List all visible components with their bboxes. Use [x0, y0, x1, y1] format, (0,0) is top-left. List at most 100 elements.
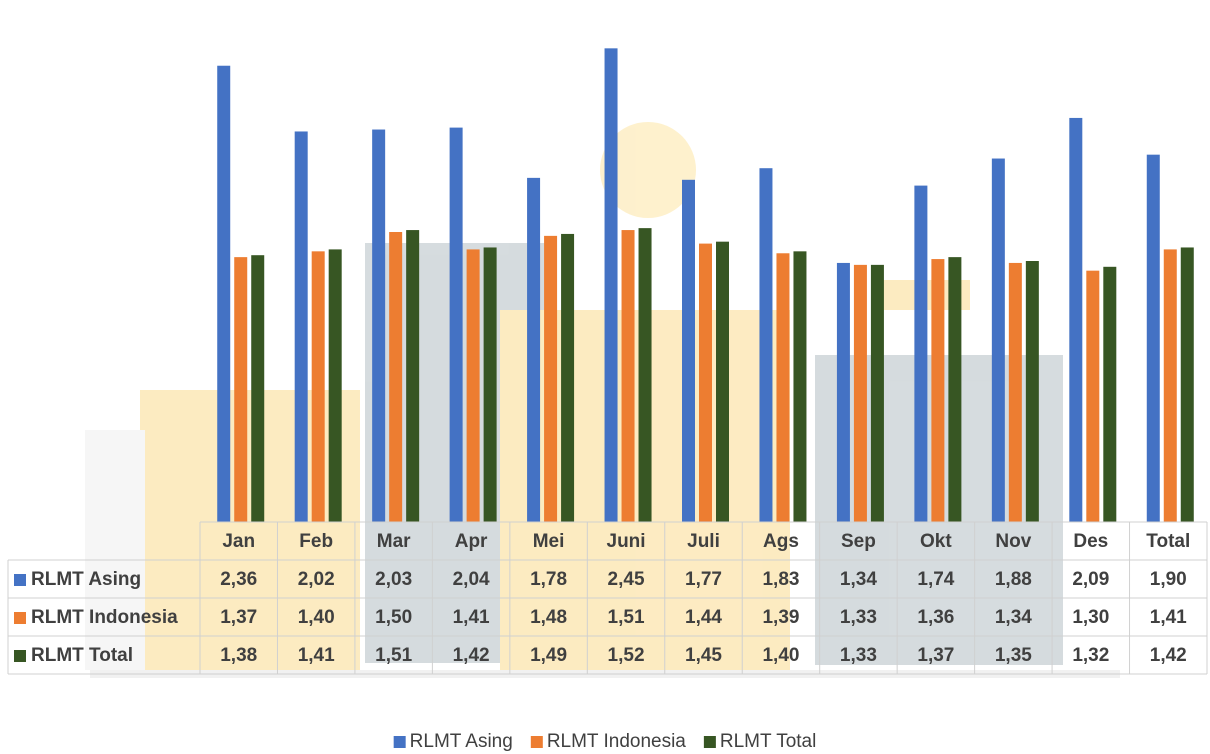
- legend-label: RLMT Total: [720, 731, 816, 752]
- value-label: 2,36: [220, 569, 257, 590]
- legend-key: [14, 612, 26, 624]
- category-label: Mei: [533, 531, 565, 552]
- category-label: Juli: [687, 531, 720, 552]
- bar: [853, 264, 867, 522]
- category-label: Okt: [920, 531, 952, 552]
- category-label: Nov: [995, 531, 1031, 552]
- legend-label: RLMT Indonesia: [547, 731, 686, 752]
- bar: [836, 262, 850, 522]
- category-label: Des: [1073, 531, 1108, 552]
- value-label: 1,52: [608, 645, 645, 666]
- value-label: 1,48: [530, 607, 567, 628]
- category-label: Apr: [455, 531, 488, 552]
- value-label: 1,30: [1072, 607, 1109, 628]
- value-label: 2,45: [608, 569, 645, 590]
- bar: [561, 233, 575, 522]
- value-label: 1,88: [995, 569, 1032, 590]
- bar: [234, 257, 248, 522]
- category-label: Feb: [299, 531, 333, 552]
- value-label: 1,50: [375, 607, 412, 628]
- bar: [948, 257, 962, 522]
- legend-key: [530, 736, 543, 748]
- bar: [1180, 247, 1194, 522]
- value-label: 1,34: [840, 569, 877, 590]
- bar: [483, 247, 497, 522]
- bar: [638, 228, 652, 522]
- bar: [776, 253, 790, 522]
- bar: [294, 131, 308, 522]
- bar: [544, 235, 558, 522]
- value-label: 1,39: [762, 607, 799, 628]
- series-label: RLMT Total: [31, 645, 133, 666]
- value-label: 1,44: [685, 607, 722, 628]
- value-label: 1,41: [453, 607, 490, 628]
- value-label: 1,38: [220, 645, 257, 666]
- bar: [1025, 261, 1039, 522]
- series-label: RLMT Indonesia: [31, 607, 178, 628]
- value-label: 1,33: [840, 645, 877, 666]
- bar: [991, 158, 1005, 523]
- legend-items: RLMT Asing RLMT Indonesia RLMT Total: [393, 731, 816, 752]
- bar: [1008, 262, 1022, 522]
- value-label: 1,42: [453, 645, 490, 666]
- bar: [621, 230, 635, 523]
- value-label: 1,33: [840, 607, 877, 628]
- bar: [527, 177, 541, 522]
- bar: [389, 232, 403, 522]
- bar: [759, 168, 773, 522]
- bar: [604, 48, 618, 522]
- value-label: 1,77: [685, 569, 722, 590]
- bar: [682, 179, 695, 523]
- value-label: 1,37: [220, 607, 257, 628]
- bar: [793, 251, 807, 523]
- bar: [217, 65, 231, 522]
- bar: [1146, 154, 1160, 522]
- bar: [1069, 117, 1083, 522]
- bar: [372, 129, 386, 523]
- value-label: 2,03: [375, 569, 412, 590]
- value-label: 1,40: [298, 607, 335, 628]
- bar: [716, 241, 729, 522]
- bar: [311, 251, 325, 523]
- legend-key: [14, 650, 26, 662]
- bar: [466, 249, 480, 522]
- category-label: Mar: [377, 531, 411, 552]
- value-label: 1,42: [1150, 645, 1187, 666]
- bar: [406, 230, 420, 523]
- legend-key: [14, 574, 26, 586]
- legend: RLMT Asing RLMT Indonesia RLMT Total: [393, 731, 816, 752]
- bar: [1103, 266, 1117, 522]
- data-table: Jan Feb Mar Apr Mei Juni Juli Ags Sep Okt Nov Des To…: [7, 521, 1208, 675]
- category-label: Juni: [607, 531, 646, 552]
- value-label: 1,83: [762, 569, 799, 590]
- legend-key: [393, 736, 406, 748]
- bar: [449, 127, 463, 522]
- bars: [217, 48, 1194, 523]
- bar: [1086, 270, 1100, 522]
- value-label: 2,02: [298, 569, 335, 590]
- value-label: 1,32: [1072, 645, 1109, 666]
- legend-label: RLMT Asing: [410, 731, 513, 752]
- bar: [870, 264, 884, 522]
- bar: [931, 259, 945, 522]
- category-label: Jan: [222, 531, 255, 552]
- value-label: 1,35: [995, 645, 1032, 666]
- value-label: 1,37: [917, 645, 954, 666]
- value-label: 1,51: [375, 645, 412, 666]
- value-label: 1,45: [685, 645, 722, 666]
- value-label: 1,34: [995, 607, 1032, 628]
- bar: [251, 255, 265, 522]
- bar: [328, 249, 342, 522]
- value-label: 2,09: [1072, 569, 1109, 590]
- series-label: RLMT Asing: [31, 569, 141, 590]
- legend-key: [703, 736, 716, 748]
- value-label: 1,51: [608, 607, 645, 628]
- value-label: 1,41: [1150, 607, 1187, 628]
- value-label: 1,40: [762, 645, 799, 666]
- category-label: Total: [1146, 531, 1190, 552]
- value-label: 1,90: [1150, 569, 1187, 590]
- value-label: 1,41: [298, 645, 335, 666]
- bar: [1163, 249, 1177, 522]
- value-label: 1,36: [917, 607, 954, 628]
